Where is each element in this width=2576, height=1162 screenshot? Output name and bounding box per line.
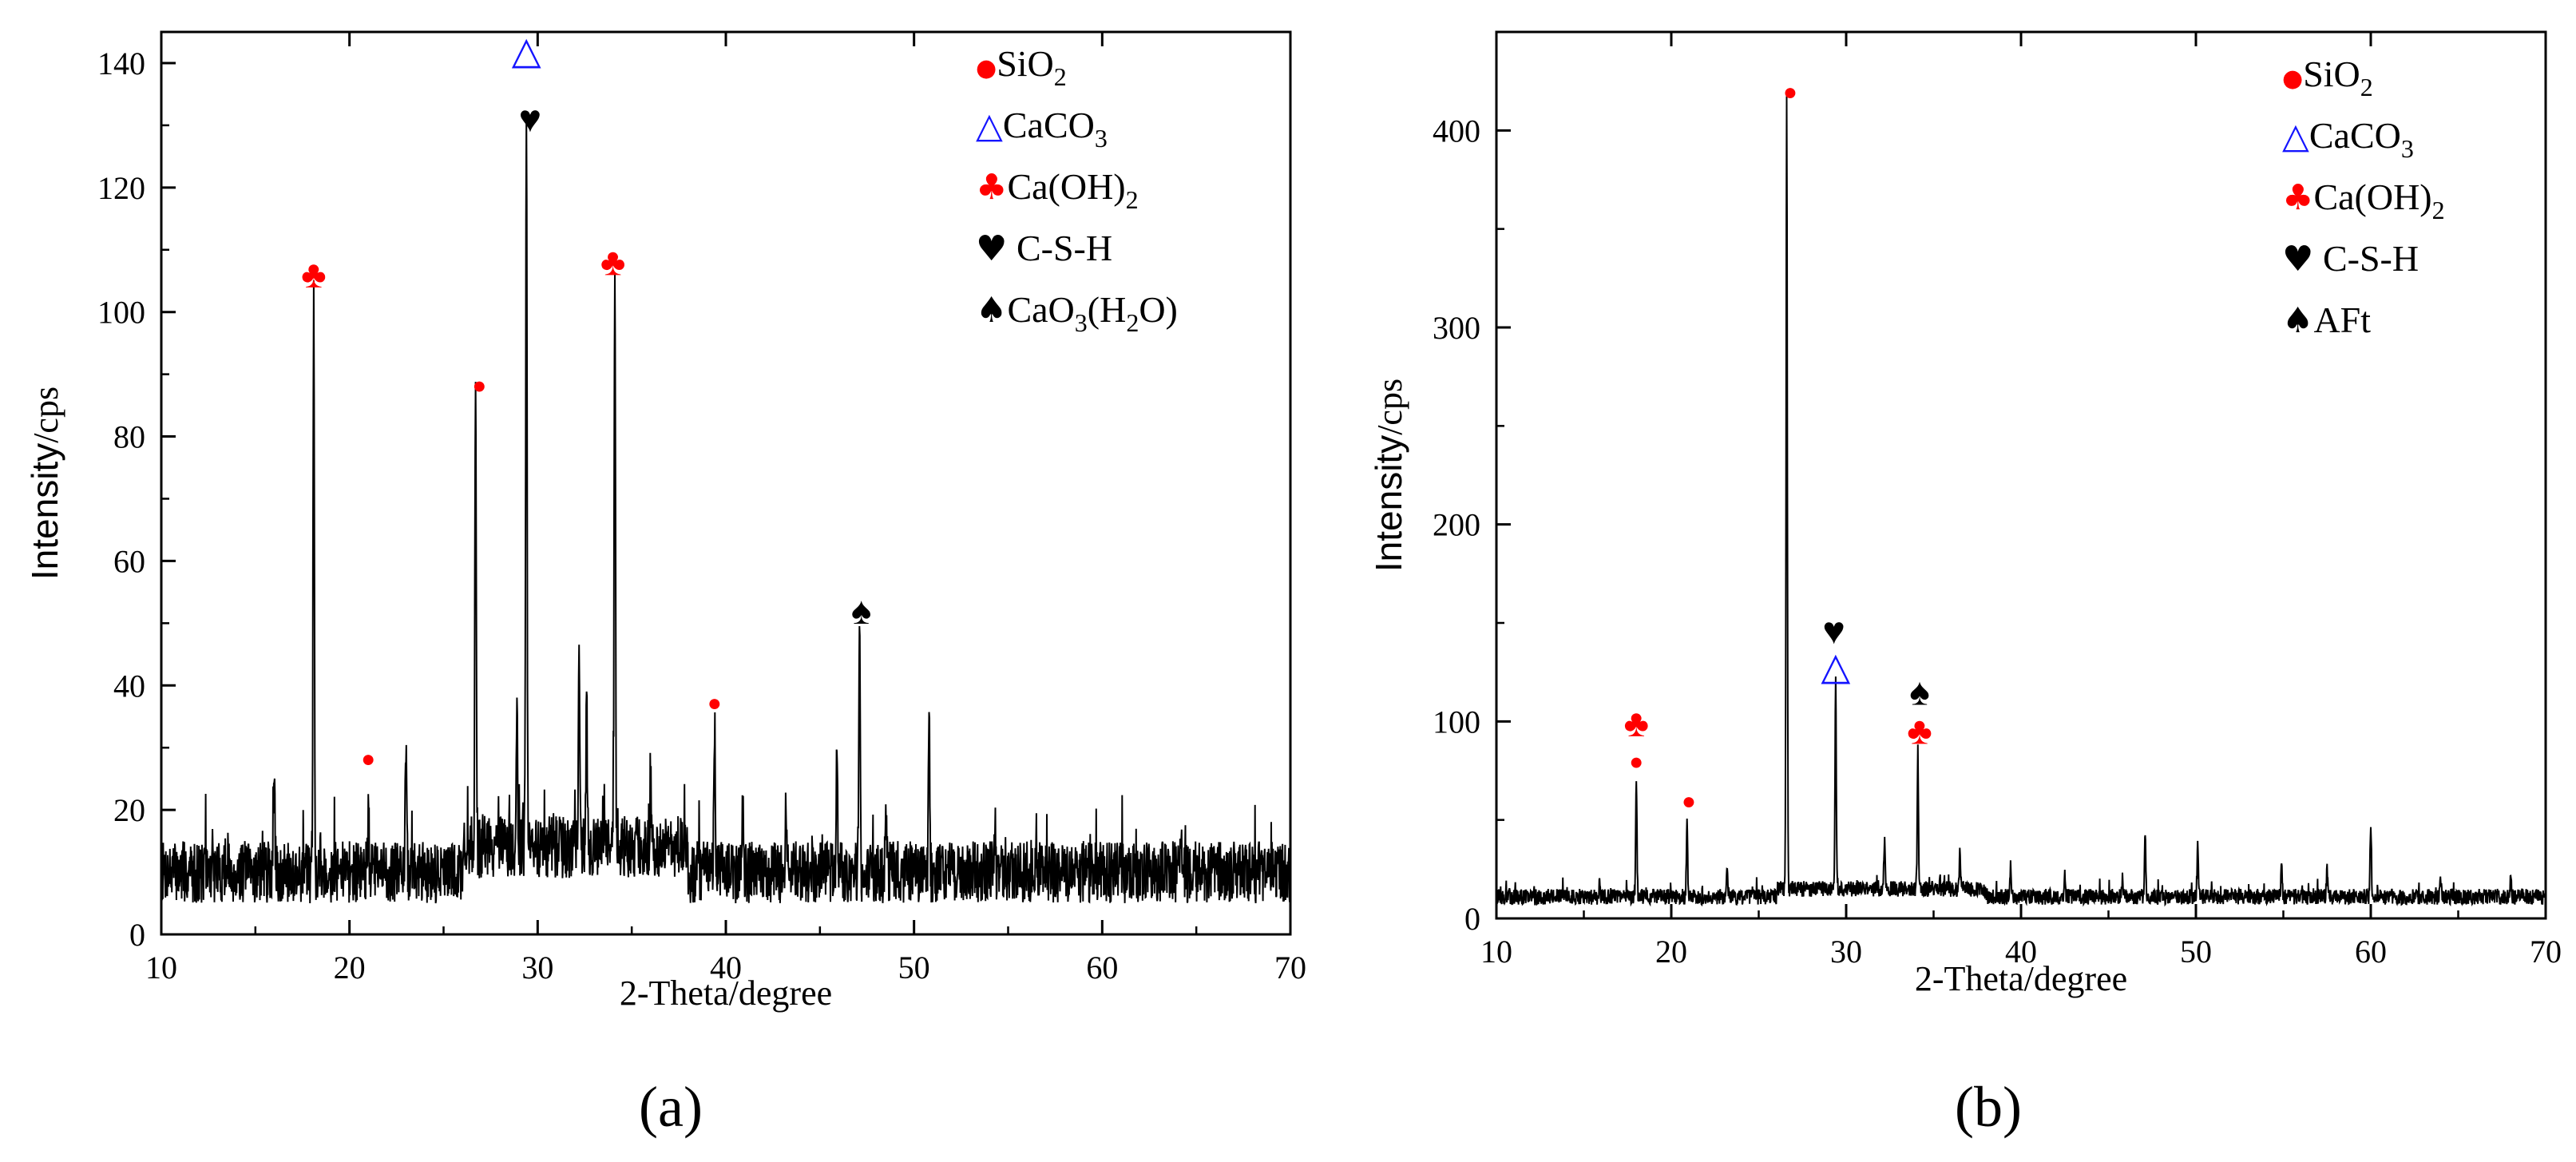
- legend-subscript: 3: [1095, 124, 1108, 153]
- y-tick-label: 100: [1433, 704, 1480, 740]
- peak-marker: ●: [472, 372, 486, 399]
- legend-label: CaCO: [2309, 115, 2401, 156]
- y-tick-label: 0: [1464, 901, 1480, 937]
- peak-marker: △: [1821, 645, 1850, 688]
- chart-panel-b: 10 20 30 40 50 60 70 0 100 200 300 400 2-Theta/degre…: [1368, 30, 2562, 998]
- legend-subscript: 2: [2360, 73, 2373, 101]
- y-tick-label: 120: [97, 170, 145, 206]
- x-tick-label: 40: [710, 950, 742, 986]
- x-tick-label: 70: [2530, 934, 2562, 970]
- y-axis-title: Intensity/cps: [1368, 379, 1409, 572]
- x-tick-label: 10: [1480, 934, 1512, 970]
- legend-label: C-S-H: [1007, 228, 1112, 268]
- legend-entry: ♠CaO3(H2O): [976, 289, 1178, 337]
- legend-entry: ♥ C-S-H: [976, 228, 1112, 269]
- y-tick-label: 400: [1433, 113, 1480, 149]
- y-tick-label: 80: [113, 419, 145, 455]
- legend-symbol: ♠: [2282, 300, 2313, 341]
- peak-marker: △: [512, 30, 541, 72]
- y-tick-label: 140: [97, 46, 145, 81]
- peak-marker: ●: [707, 690, 722, 716]
- peak-marker: ♣: [600, 241, 626, 284]
- x-tick-label: 30: [1830, 934, 1862, 970]
- legend-entry: ●SiO2: [2282, 54, 2373, 101]
- x-tick-label: 60: [2355, 934, 2387, 970]
- legend-label: SiO: [2303, 54, 2360, 94]
- legend-subscript: 2: [1054, 62, 1067, 91]
- x-tick-label: 30: [521, 950, 553, 986]
- legend-label: Ca(OH): [2313, 176, 2431, 217]
- x-tick-label: 40: [2005, 934, 2037, 970]
- peak-marker: ♣: [1623, 703, 1649, 745]
- legend-entry: △CaCO3: [2282, 115, 2414, 163]
- legend-label: C-S-H: [2313, 238, 2419, 279]
- legend-subscript: 2: [1126, 308, 1139, 337]
- chart-panel-a: 10 20 30 40 50 60 70 0 20 40 60 80 100 120 140 2-Theta/…: [24, 30, 1306, 1013]
- y-axis-title: Intensity/cps: [24, 387, 65, 580]
- y-tick-label: 300: [1433, 310, 1480, 346]
- peak-marker: ♥: [519, 98, 542, 141]
- y-axis-title-main: Intensity: [1368, 435, 1409, 572]
- legend-symbol: ♣: [2282, 177, 2313, 218]
- peak-marker: ●: [1682, 788, 1696, 815]
- legend-entry: ●SiO2: [976, 43, 1067, 91]
- y-tick-label: 40: [113, 668, 145, 704]
- peak-marker: ♠: [851, 590, 872, 633]
- legend-subscript: 2: [1126, 185, 1139, 214]
- legend-entry: △CaCO3: [976, 105, 1108, 153]
- panel-label: (b): [1955, 1075, 2022, 1139]
- legend-symbol: △: [976, 105, 1003, 146]
- x-tick-label: 50: [2180, 934, 2212, 970]
- y-tick-label: 100: [97, 295, 145, 331]
- legend-subscript: 3: [1075, 308, 1088, 337]
- plot-frame: [1495, 30, 2547, 920]
- legend-entry: ♣Ca(OH)2: [2282, 176, 2445, 224]
- y-axis-title-unit: /cps: [26, 387, 65, 443]
- legend-symbol: ♠: [976, 290, 1007, 331]
- legend-symbol: ♥: [976, 228, 1007, 269]
- x-tick-label: 20: [334, 950, 366, 986]
- legend-symbol: ●: [2282, 65, 2303, 93]
- legend-symbol: ♣: [976, 167, 1007, 208]
- x-tick-label: 10: [145, 950, 177, 986]
- legend-label-tail: (H: [1088, 289, 1127, 330]
- legend-subscript: 3: [2401, 134, 2414, 163]
- x-tick-label: 50: [898, 950, 930, 986]
- legend-label: SiO: [997, 43, 1054, 84]
- peak-marker: ♣: [301, 254, 327, 296]
- x-axis-title: 2-Theta/degree: [1915, 959, 2127, 998]
- peak-marker: ●: [1783, 79, 1797, 105]
- legend-subscript: 2: [2432, 196, 2445, 224]
- legend-symbol: △: [2282, 116, 2309, 157]
- y-axis-title-main: Intensity: [24, 443, 65, 580]
- x-tick-label: 20: [1655, 934, 1687, 970]
- x-tick-label: 70: [1274, 950, 1306, 986]
- legend-entry: ♣Ca(OH)2: [976, 166, 1139, 214]
- x-tick-label: 60: [1086, 950, 1118, 986]
- peak-marker: ●: [361, 746, 375, 772]
- xrd-pattern-line: [161, 115, 1291, 904]
- legend-label-tail: O): [1139, 289, 1178, 330]
- peak-marker: ♠: [1909, 671, 1930, 713]
- legend-label: CaCO: [1003, 105, 1095, 145]
- legend-label: AFt: [2313, 299, 2371, 340]
- legend-entry: ♠AFt: [2282, 299, 2371, 341]
- peak-marker: ♣: [1907, 711, 1932, 753]
- peak-marker: ♥: [1822, 610, 1845, 652]
- legend-entry: ♥ C-S-H: [2282, 238, 2419, 280]
- legend-label: CaO: [1007, 289, 1074, 330]
- y-tick-label: 60: [113, 543, 145, 579]
- x-axis-title: 2-Theta/degree: [620, 974, 832, 1013]
- legend-symbol: ♥: [2282, 239, 2313, 280]
- legend-symbol: ●: [976, 54, 997, 82]
- y-tick-label: 200: [1433, 507, 1480, 543]
- y-tick-label: 20: [113, 792, 145, 828]
- peak-marker: ●: [1629, 749, 1643, 775]
- legend-label: Ca(OH): [1007, 166, 1125, 207]
- xrd-pattern-line: [1496, 96, 2546, 907]
- y-tick-label: 0: [129, 917, 145, 953]
- panel-label: (a): [639, 1075, 703, 1139]
- y-axis-title-unit: /cps: [1370, 379, 1409, 435]
